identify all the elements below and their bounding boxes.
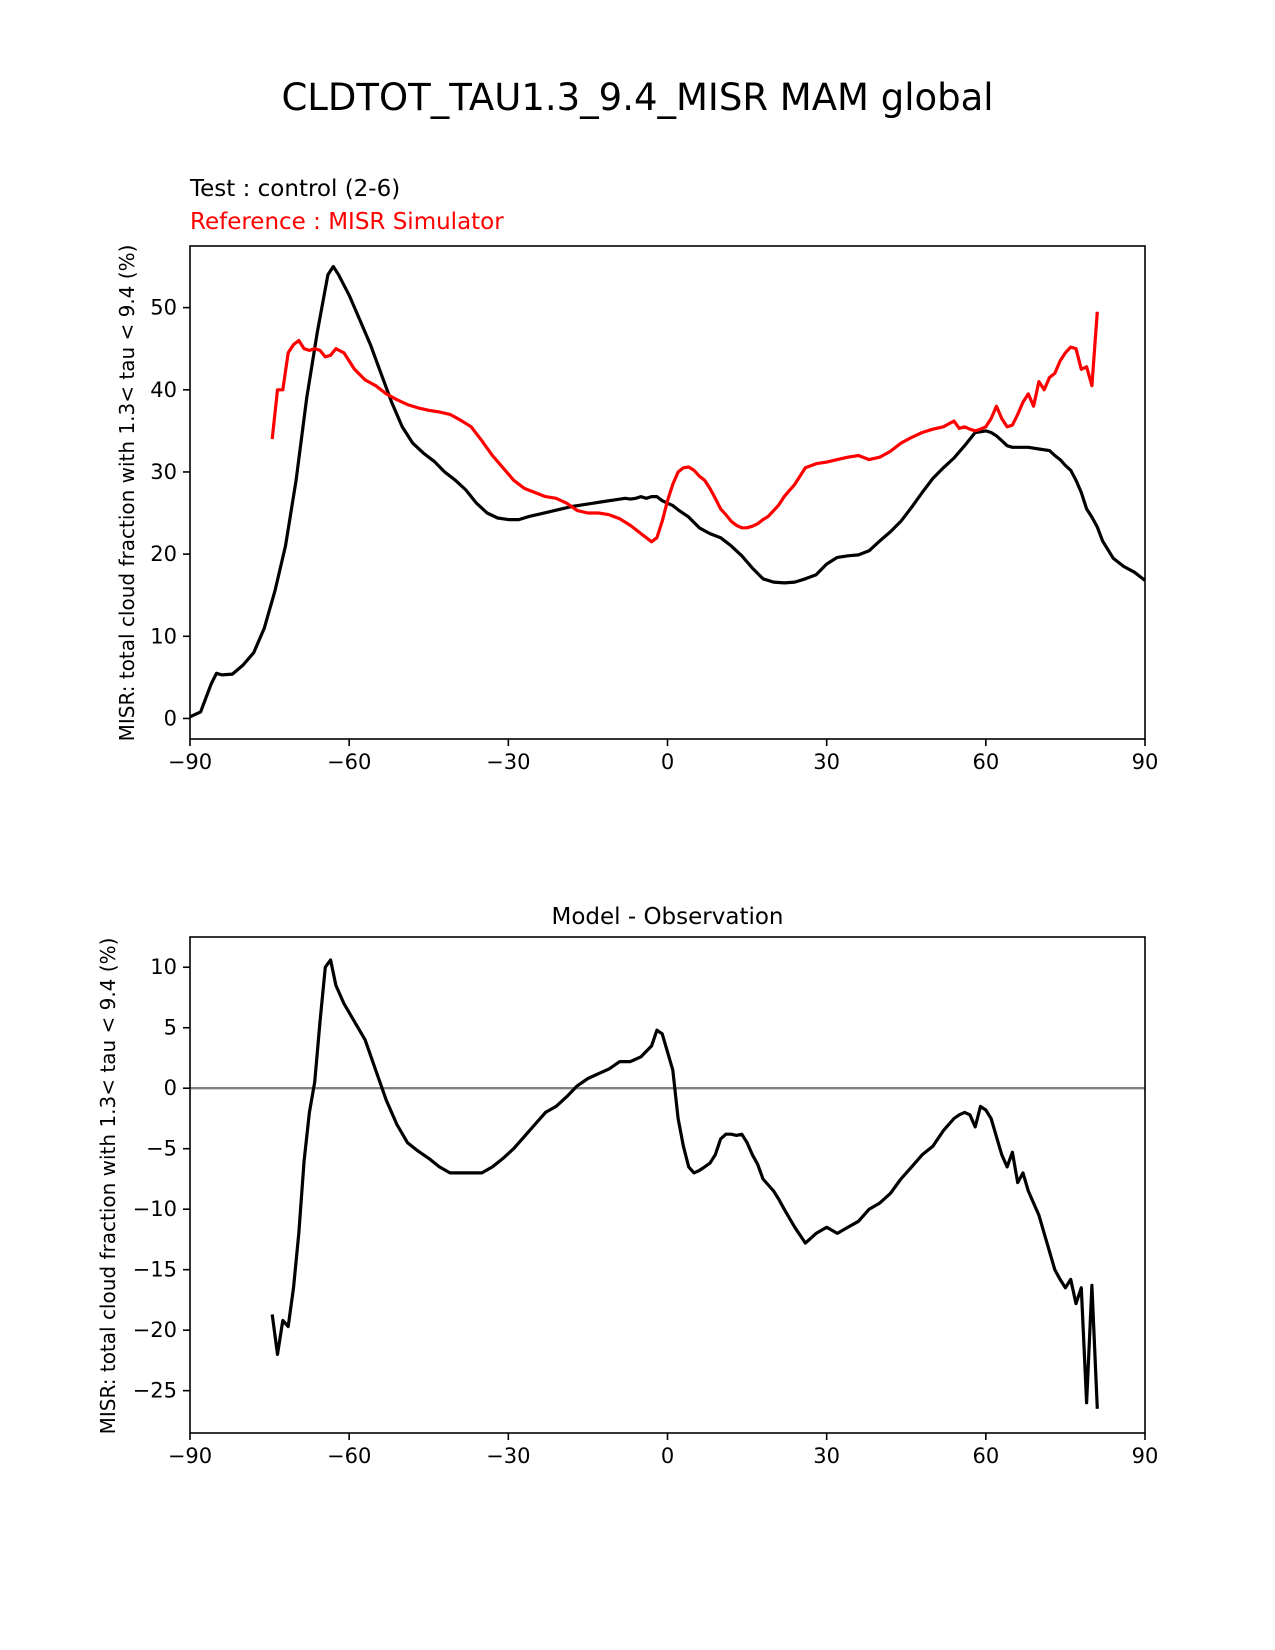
top-x-tick-label: −90	[168, 750, 212, 774]
bottom-x-tick-label: 90	[1132, 1444, 1159, 1468]
top-x-tick-label: 0	[661, 750, 674, 774]
bottom-x-tick-label: −90	[168, 1444, 212, 1468]
top-axis-ticks: −90 −60 −30 0 30 60 90 0 10 20 30 40 50	[150, 296, 1158, 774]
bottom-x-tick-label: 0	[661, 1444, 674, 1468]
bottom-y-tick-label: 5	[164, 1016, 177, 1040]
bottom-y-tick-label: −20	[133, 1318, 177, 1342]
reference-label: Reference : MISR Simulator	[190, 209, 504, 235]
bottom-x-tick-label: 60	[972, 1444, 999, 1468]
top-y-tick-label: 10	[150, 624, 177, 648]
top-x-tick-label: 60	[972, 750, 999, 774]
top-x-tick-label: 30	[813, 750, 840, 774]
figure-suptitle: CLDTOT_TAU1.3_9.4_MISR MAM global	[281, 76, 993, 119]
top-plot-lines	[189, 264, 1146, 719]
bottom-y-tick-label: −10	[133, 1197, 177, 1221]
top-x-tick-label: −30	[486, 750, 530, 774]
top-y-tick-label: 20	[150, 542, 177, 566]
bottom-axis-ticks: −90 −60 −30 0 30 60 90 10 5 0 −5 −10 −15 −20 −25	[133, 955, 1159, 1468]
bottom-x-tick-label: −30	[486, 1444, 530, 1468]
bottom-y-tick-label: −25	[133, 1379, 177, 1403]
top-y-tick-label: 50	[150, 296, 177, 320]
bottom-diff-series-line	[270, 958, 1099, 1409]
bottom-y-tick-label: 0	[164, 1076, 177, 1100]
bottom-x-tick-label: −60	[327, 1444, 371, 1468]
test-label: Test : control (2-6)	[189, 176, 400, 202]
top-x-tick-label: −60	[327, 750, 371, 774]
top-y-tick-label: 30	[150, 460, 177, 484]
top-y-tick-label: 0	[164, 706, 177, 730]
top-reference-series-line	[270, 311, 1099, 544]
bottom-y-axis-label: MISR: total cloud fraction with 1.3< tau…	[96, 938, 120, 1435]
bottom-axes-frame	[189, 936, 1146, 1434]
bottom-panel: Model - Observation MISR: total cloud fr…	[96, 904, 1158, 1468]
bottom-y-tick-label: 10	[150, 955, 177, 979]
top-panel: Test : control (2-6) Reference : MISR Si…	[115, 176, 1158, 774]
top-y-tick-label: 40	[150, 378, 177, 402]
top-y-axis-label: MISR: total cloud fraction with 1.3< tau…	[115, 245, 139, 742]
bottom-x-tick-label: 30	[813, 1444, 840, 1468]
top-axes-frame	[189, 245, 1146, 740]
bottom-y-tick-label: −5	[146, 1137, 177, 1161]
bottom-y-tick-label: −15	[133, 1258, 177, 1282]
bottom-plot-lines	[190, 958, 1145, 1409]
top-x-tick-label: 90	[1132, 750, 1159, 774]
bottom-title: Model - Observation	[551, 904, 783, 930]
top-test-series-line	[189, 264, 1146, 719]
